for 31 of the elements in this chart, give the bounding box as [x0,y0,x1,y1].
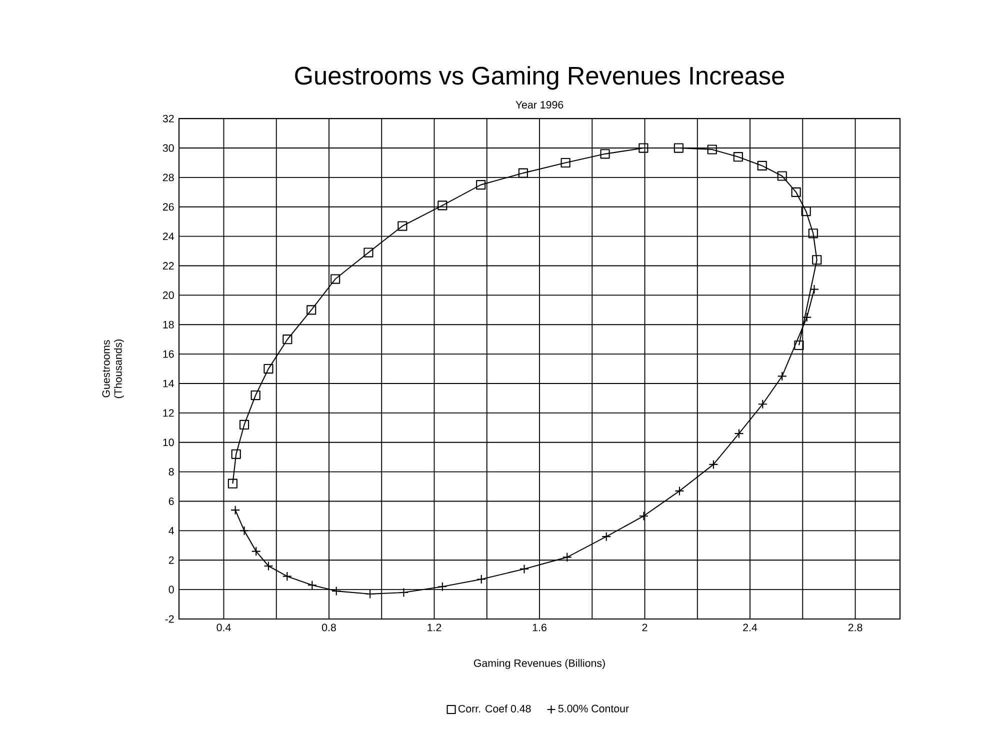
y-tick-label: 26 [162,203,174,211]
x-tick-label: 1.6 [532,624,546,632]
legend-label: Corr. Coef 0.48 [458,704,531,712]
y-tick-label: 16 [163,350,174,358]
legend-label: 5.00% Contour [558,704,629,712]
y-tick-label: 30 [162,144,174,152]
y-tick-label: 6 [168,497,174,506]
y-tick-label: 12 [163,409,174,417]
y-tick-label: 8 [168,468,174,476]
y-tick-label: 20 [162,291,174,299]
x-tick-label: 2 [642,624,648,632]
y-axis-title: Guestrooms (Thousands) [102,340,124,398]
x-tick-label: 0.4 [216,624,231,632]
chart-title: Guestrooms vs Gaming Revenues Increase [295,66,784,90]
y-tick-label: 2 [168,556,174,564]
y-tick-label: -2 [165,615,174,623]
y-tick-label: 10 [163,438,174,446]
x-axis-title: Gaming Revenues (Billions) [474,659,605,670]
y-tick-label: 18 [163,320,174,328]
x-tick-label: 2.8 [848,624,862,632]
chart-subtitle: Year 1996 [516,101,564,109]
x-tick-label: 0.8 [322,624,336,632]
y-tick-label: 4 [168,527,174,534]
x-tick-label: 1.2 [428,624,442,632]
y-tick-label: 0 [168,586,174,594]
y-tick-label: 14 [163,380,174,388]
y-tick-label: 32 [162,114,174,122]
x-tick-label: 2.4 [743,624,758,632]
y-tick-label: 24 [162,232,174,240]
y-tick-label: 28 [162,174,174,182]
y-tick-label: 22 [162,262,174,270]
